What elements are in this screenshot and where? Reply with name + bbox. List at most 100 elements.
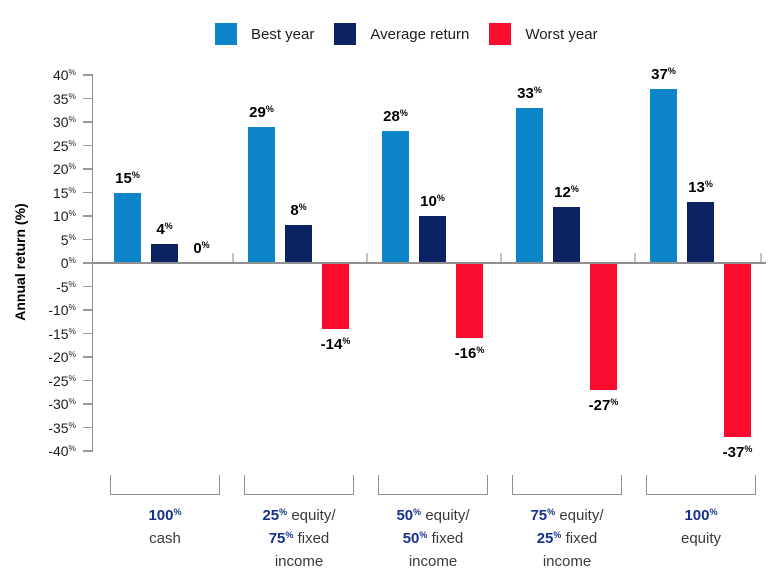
percent-sign: %: [265, 103, 274, 114]
y-tick-label: -15%: [48, 325, 76, 342]
legend-item-average-return: Average return: [334, 23, 469, 45]
y-tick-mark: [83, 450, 93, 452]
percent-sign: %: [570, 183, 579, 194]
bar-value-label: 13%: [688, 178, 713, 196]
y-tick-mark: [83, 379, 93, 382]
bar-value-label: 28%: [383, 108, 408, 126]
legend-item-worst-year: Worst year: [489, 23, 598, 45]
bar-value-label: -16%: [454, 345, 485, 363]
category-label-100-cash: 100% cash: [90, 505, 240, 550]
percent-sign: %: [704, 178, 713, 189]
y-tick-mark: [83, 144, 93, 147]
y-tick-mark: [83, 403, 93, 405]
percent-sign: %: [201, 240, 210, 251]
bar-value-label: 8%: [290, 202, 307, 220]
y-tick-label: -35%: [48, 419, 76, 436]
y-tick-mark: [83, 285, 93, 288]
bar-value-label: -27%: [588, 396, 619, 414]
category-separator-tick: [500, 253, 502, 262]
legend-label: Average return: [370, 25, 470, 43]
category-label-line: 75% equity/: [492, 505, 642, 528]
category-label-line: income: [358, 551, 508, 573]
category-separator-tick: [232, 253, 234, 262]
category-separator-tick: [366, 253, 368, 262]
percent-sign: %: [68, 231, 76, 242]
y-tick-label: -20%: [48, 349, 76, 365]
percent-sign: %: [68, 396, 76, 407]
y-tick-label: 20%: [52, 161, 76, 177]
category-label-line: 25% equity/: [224, 505, 374, 528]
percent-sign: %: [279, 507, 288, 518]
bar-average-return-75-equity-25-fixed-income: [553, 206, 580, 263]
y-tick-label: -10%: [48, 302, 76, 318]
category-bracket: [512, 475, 622, 495]
y-tick-mark: [83, 168, 93, 170]
y-tick-mark: [83, 262, 93, 264]
legend-swatch-icon: [489, 23, 512, 45]
y-tick-label: 0%: [60, 255, 76, 271]
percent-sign: %: [667, 66, 676, 77]
category-label-25-equity-75-fixed-income: 25% equity/75% fixed income: [224, 505, 374, 573]
y-tick-mark: [83, 121, 93, 123]
y-tick-label: 40%: [52, 67, 76, 83]
y-tick-mark: [83, 332, 93, 335]
percent-sign: %: [342, 335, 351, 346]
category-label-line: 75% fixed: [224, 528, 374, 551]
y-tick-label: 25%: [52, 137, 76, 154]
category-label-100-equity: 100% equity: [626, 505, 776, 550]
category-text: equity: [680, 530, 722, 547]
y-tick-label: 15%: [52, 184, 76, 201]
percent-sign: %: [419, 530, 428, 541]
percent-sign: %: [68, 372, 76, 383]
category-label-line: 50% fixed: [358, 528, 508, 551]
category-text: equity/: [287, 507, 336, 524]
bar-average-return-100-equity: [687, 201, 714, 263]
bar-best-year-75-equity-25-fixed-income: [516, 107, 543, 263]
bar-average-return-100-cash: [151, 244, 178, 263]
y-tick-label: 10%: [52, 208, 76, 224]
category-text: fixed: [561, 530, 598, 547]
bar-best-year-100-cash: [114, 192, 141, 263]
category-text: income: [274, 553, 324, 570]
y-tick-mark: [83, 309, 93, 311]
bar-value-label: 12%: [554, 183, 579, 201]
legend-swatch-icon: [215, 23, 237, 45]
y-tick-label: 30%: [52, 114, 76, 130]
percent-sign: %: [744, 443, 753, 454]
percent-sign: %: [399, 108, 408, 119]
y-tick-label: 5%: [60, 231, 76, 248]
category-percent-value: 50%: [396, 507, 422, 524]
category-label-50-equity-50-fixed-income: 50% equity/50% fixed income: [358, 505, 508, 573]
percent-sign: %: [131, 169, 140, 180]
legend: Best year Average return Worst year: [215, 23, 598, 45]
category-bracket: [244, 475, 354, 495]
category-separator-tick: [634, 253, 636, 262]
bar-value-label: 33%: [517, 84, 542, 102]
legend-label: Worst year: [525, 25, 598, 43]
category-label-line: income: [492, 551, 642, 573]
y-tick-label: -25%: [48, 372, 76, 389]
bar-value-label: 0%: [193, 240, 210, 257]
percent-sign: %: [610, 396, 619, 407]
bar-value-label: 10%: [420, 193, 445, 210]
percent-sign: %: [68, 90, 76, 101]
percent-sign: %: [68, 325, 76, 336]
y-tick-mark: [83, 74, 93, 76]
percent-sign: %: [68, 161, 76, 172]
percent-sign: %: [547, 507, 556, 518]
bar-best-year-50-equity-50-fixed-income: [382, 131, 409, 263]
bar-worst-year-50-equity-50-fixed-income: [456, 263, 483, 339]
bar-worst-year-75-equity-25-fixed-income: [590, 263, 617, 390]
legend-label: Best year: [251, 25, 315, 43]
bar-value-label: 15%: [115, 169, 140, 187]
y-tick-mark: [83, 356, 93, 358]
category-text: equity/: [421, 507, 470, 524]
category-percent-value: 75%: [530, 507, 556, 524]
percent-sign: %: [533, 84, 542, 95]
bar-value-label: -14%: [320, 335, 351, 353]
category-label-line: equity: [626, 528, 776, 550]
category-text: equity/: [555, 507, 604, 524]
x-axis-baseline: [93, 262, 766, 264]
y-tick-mark: [83, 215, 93, 217]
